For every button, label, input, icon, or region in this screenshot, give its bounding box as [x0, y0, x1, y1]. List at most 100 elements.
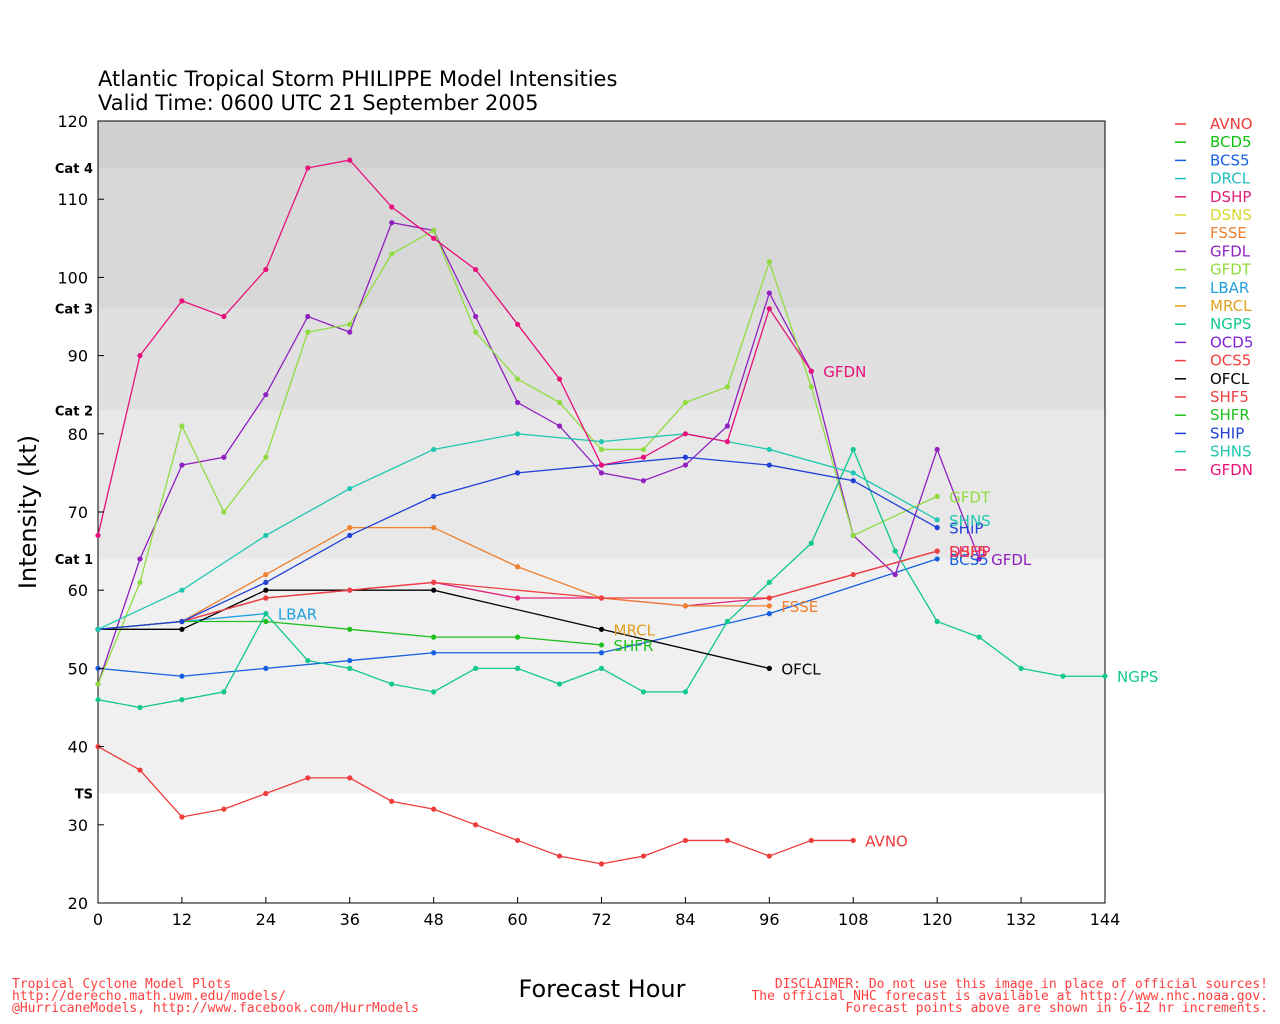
x-tick-label: 60 [507, 910, 527, 929]
legend-entry: AVNO [1210, 115, 1253, 133]
data-point-gfdl [389, 220, 395, 226]
data-point-ngps [598, 665, 605, 672]
data-point-shfr [347, 626, 353, 632]
x-tick-label: 24 [256, 910, 276, 929]
data-point-ngps [724, 618, 730, 625]
data-point-shns [514, 431, 521, 437]
end-label-gfdt: GFDT [949, 488, 991, 506]
end-label-gfdl: GFDL [991, 551, 1032, 569]
data-point-ngps [389, 681, 395, 687]
data-point-gfdt [431, 227, 437, 234]
x-tick-labels: 0 12 24 36 48 60 72 84 96 108 120 132 144 [93, 897, 1120, 929]
data-point-bcs5 [934, 556, 940, 562]
legend-entry: BCS5 [1210, 151, 1250, 169]
x-tick-label: 84 [675, 910, 695, 929]
data-point-bcs5 [179, 673, 185, 679]
data-point-ngps [514, 665, 521, 672]
data-point-shns [934, 517, 940, 523]
data-point-gfdt [389, 251, 395, 257]
data-point-gfdl [473, 313, 479, 320]
data-point-gfdn [640, 454, 647, 460]
data-point-gfdn [179, 298, 185, 304]
data-point-shns [263, 532, 269, 539]
data-point-gfdn [598, 462, 605, 468]
y-tick-label: 40 [68, 738, 88, 757]
category-label: Cat 3 [55, 303, 93, 318]
data-point-ngps [640, 689, 647, 695]
data-point-gfdl [766, 290, 772, 296]
data-point-gfdl [514, 399, 521, 406]
data-point-gfdt [221, 509, 227, 515]
data-point-gfdt [179, 423, 185, 429]
data-point-avno [766, 853, 772, 859]
band-0 [98, 558, 1105, 794]
y-tick-label: 20 [68, 894, 88, 913]
data-point-gfdn [305, 165, 311, 171]
data-point-avno [598, 861, 605, 867]
data-point-fsse [347, 525, 353, 531]
data-point-avno [640, 853, 647, 859]
data-point-avno [682, 837, 689, 844]
data-point-gfdt [598, 446, 605, 453]
data-point-gfdn [389, 204, 395, 210]
data-point-dshp [514, 595, 521, 601]
x-tick-label: 96 [759, 910, 779, 929]
legend-entry: MRCL [1210, 297, 1252, 315]
legend-entry: BCD5 [1210, 133, 1252, 151]
x-axis-title: Forecast Hour [519, 975, 686, 1003]
end-label-fsse: FSSE [781, 598, 818, 616]
data-point-shf5 [431, 579, 437, 585]
data-point-gfdl [263, 392, 269, 398]
end-label-ship: SHIP [949, 520, 983, 538]
chart-subtitle: Valid Time: 0600 UTC 21 September 2005 [98, 91, 538, 115]
data-point-gfdt [305, 329, 311, 335]
data-point-shns [431, 446, 437, 453]
data-point-ship [682, 454, 689, 460]
legend-entry: OCS5 [1210, 352, 1251, 370]
data-point-gfdt [556, 399, 563, 406]
data-point-ngps [305, 657, 311, 664]
data-point-bcs5 [598, 650, 605, 656]
data-point-ngps [556, 681, 563, 687]
data-point-ngps [934, 618, 940, 625]
band-3 [98, 167, 1105, 309]
data-point-avno [473, 822, 479, 828]
data-point-gfdn [514, 321, 521, 327]
legend-entry: DSHP [1210, 188, 1251, 206]
end-label-lbar: LBAR [278, 606, 317, 624]
data-point-shns [766, 446, 772, 453]
data-point-ngps [347, 665, 353, 672]
legend-entry: GFDL [1210, 242, 1251, 260]
data-point-ofcl [598, 626, 605, 632]
data-point-gfdl [598, 470, 605, 476]
data-point-shfr [263, 618, 269, 625]
data-point-gfdn [766, 306, 772, 312]
legend-entry: DSNS [1210, 206, 1252, 224]
data-point-ngps [473, 665, 479, 672]
data-point-gfdn [431, 235, 437, 241]
data-point-gfdn [556, 376, 563, 382]
data-point-gfdt [934, 493, 940, 499]
data-point-ngps [179, 697, 185, 703]
x-tick-label: 48 [423, 910, 443, 929]
data-point-gfdn [137, 353, 143, 359]
data-point-shns [347, 485, 353, 492]
data-point-shf5 [934, 548, 940, 554]
data-point-gfdn [724, 439, 730, 445]
x-tick-label: 36 [340, 910, 360, 929]
data-point-ngps [95, 697, 101, 703]
data-point-shf5 [766, 595, 772, 601]
data-point-ngps [137, 704, 143, 711]
y-tick-label: 80 [68, 425, 88, 444]
end-label-ofcl: OFCL [781, 660, 821, 678]
data-point-ship [347, 532, 353, 539]
category-label: Cat 4 [55, 162, 93, 177]
data-point-ship [431, 493, 437, 499]
legend-entry: SHIP [1210, 424, 1244, 442]
footer-left-line-2: http://derecho.math.uwm.edu/models/ [12, 989, 286, 1004]
data-point-bcs5 [431, 650, 437, 656]
x-tick-label: 12 [172, 910, 192, 929]
data-point-gfdn [263, 266, 269, 273]
data-point-shns [598, 439, 605, 445]
